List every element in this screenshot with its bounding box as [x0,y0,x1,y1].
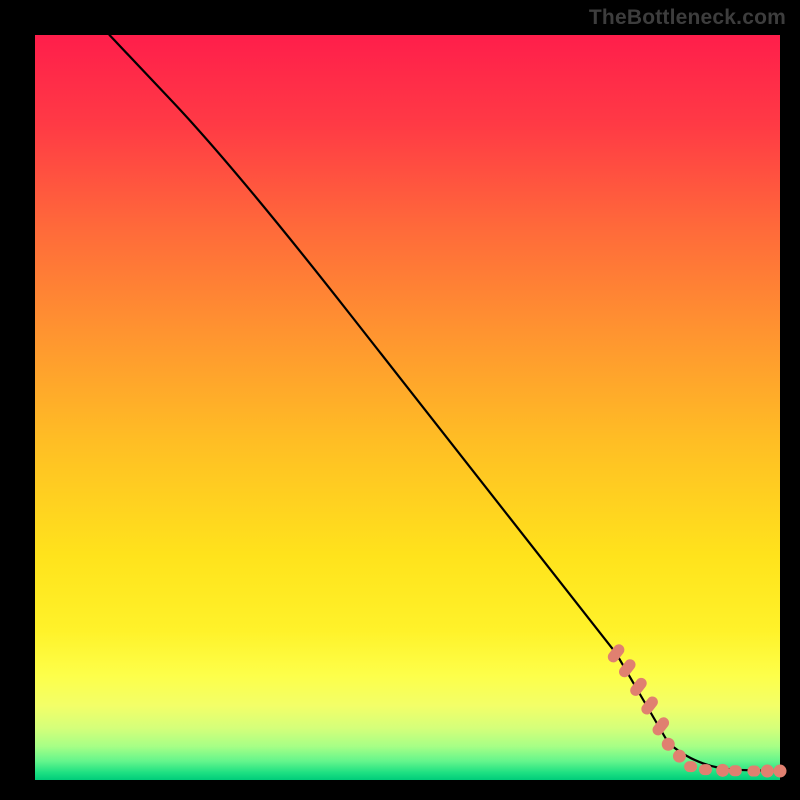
marker-dash [747,766,760,777]
marker-dot [673,750,686,763]
plot-background [35,35,780,780]
marker-dot [716,764,729,777]
marker-dash [699,764,712,775]
chart-svg [0,0,800,800]
chart-container: TheBottleneck.com [0,0,800,800]
marker-dash [729,765,742,776]
marker-dot [662,738,675,751]
marker-dot [774,765,787,778]
marker-dash [684,761,697,772]
marker-dot [761,765,774,778]
watermark-text: TheBottleneck.com [589,6,786,30]
